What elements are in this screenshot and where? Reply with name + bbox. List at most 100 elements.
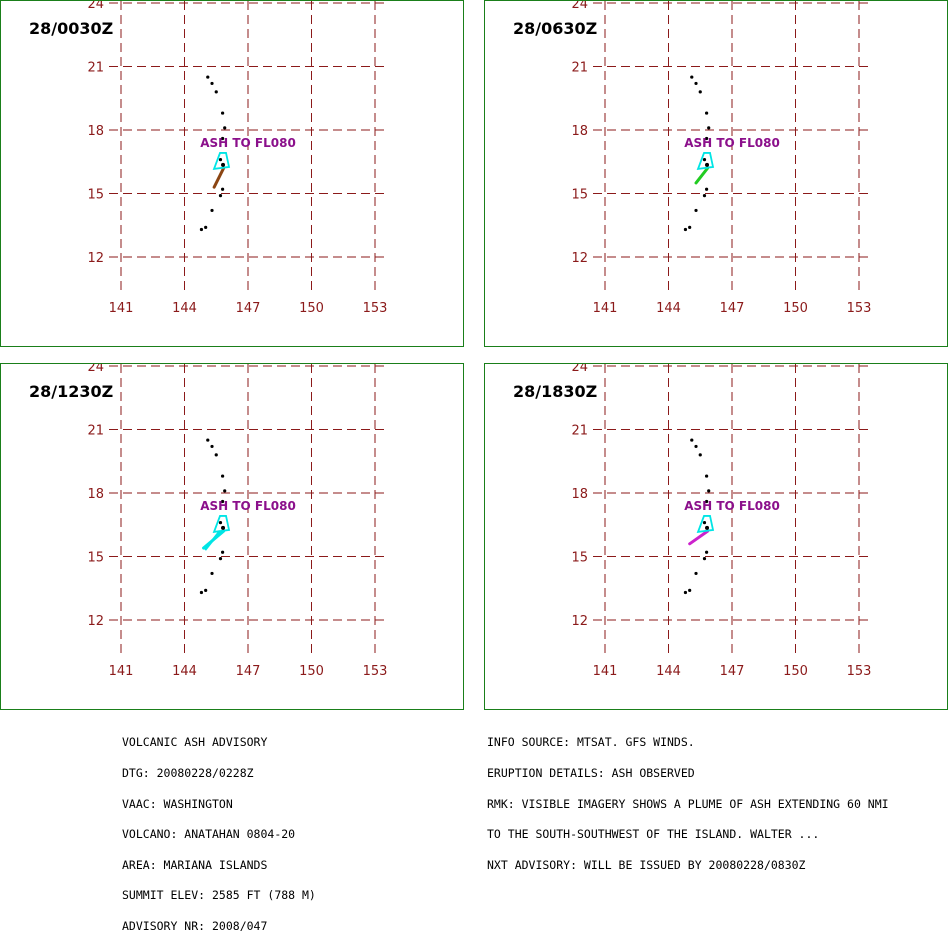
island-dot bbox=[221, 136, 225, 141]
island-dot bbox=[210, 208, 214, 213]
island-dot bbox=[223, 489, 227, 493]
latitude-tick-label: 12 bbox=[571, 251, 588, 266]
longitude-tick-label: 144 bbox=[656, 664, 681, 679]
longitude-tick-label: 147 bbox=[720, 301, 745, 316]
latitude-tick-label: 21 bbox=[571, 424, 588, 439]
island-dot bbox=[707, 126, 711, 130]
latitude-tick-label: 12 bbox=[571, 614, 588, 629]
island-dot bbox=[221, 187, 225, 191]
island-dot bbox=[683, 227, 688, 232]
longitude-tick-label: 141 bbox=[593, 301, 618, 316]
volcano-marker bbox=[705, 525, 710, 530]
island-dot bbox=[221, 550, 225, 554]
longitude-tick-label: 144 bbox=[656, 301, 681, 316]
longitude-tick-label: 141 bbox=[109, 301, 134, 316]
island-dot bbox=[223, 126, 227, 130]
map-panel-2: 141 144 147 150 153 24 21 18 15 12 ASH TO FL080 28… bbox=[484, 0, 948, 347]
island-dot bbox=[683, 590, 688, 595]
island-dot bbox=[221, 474, 225, 478]
island-dot bbox=[206, 75, 210, 79]
longitude-tick-label: 141 bbox=[593, 664, 618, 679]
advisory-line: AREA: MARIANA ISLANDS bbox=[122, 857, 268, 872]
latitude-tick-label: 18 bbox=[571, 124, 588, 139]
map-panel-4: 141 144 147 150 153 24 21 18 15 12 ASH TO FL080 28… bbox=[484, 363, 948, 710]
advisory-line: SUMMIT ELEV: 2585 FT (788 M) bbox=[122, 888, 316, 903]
advisory-right-text: INFO SOURCE: MTSAT. GFS WINDS. ERUPTION … bbox=[487, 717, 889, 880]
island-dot bbox=[204, 225, 208, 229]
observed-ash-extension bbox=[204, 530, 222, 551]
island-dot bbox=[199, 227, 204, 232]
island-dot bbox=[210, 81, 214, 86]
island-dot bbox=[694, 571, 698, 576]
advisory-line: NXT ADVISORY: WILL BE ISSUED BY 20080228… bbox=[487, 857, 806, 872]
map-canvas: 141 144 147 150 153 24 21 18 15 12 ASH TO FL080 bbox=[87, 1, 388, 316]
longitude-tick-label: 153 bbox=[363, 664, 388, 679]
island-dot bbox=[210, 444, 214, 449]
longitude-tick-label: 150 bbox=[299, 664, 324, 679]
panel-time-label: 28/0030Z bbox=[29, 19, 114, 38]
advisory-line: VOLCANIC ASH ADVISORY bbox=[122, 735, 268, 750]
island-dot bbox=[218, 158, 223, 162]
longitude-tick-label: 153 bbox=[363, 301, 388, 316]
volcano-marker bbox=[221, 162, 226, 167]
ash-altitude-label: ASH TO FL080 bbox=[684, 499, 780, 513]
longitude-tick-label: 153 bbox=[847, 664, 872, 679]
forecast-plume bbox=[212, 166, 226, 189]
island-dot bbox=[199, 590, 204, 595]
ash-altitude-label: ASH TO FL080 bbox=[684, 136, 780, 150]
island-dot bbox=[206, 438, 210, 442]
map-panel-3: 141 144 147 150 153 24 21 18 15 12 ASH TO FL080 28… bbox=[0, 363, 464, 710]
island-dot bbox=[702, 194, 707, 198]
latitude-tick-label: 21 bbox=[87, 424, 104, 439]
map-panel-1: 141 144 147 150 153 24 21 18 15 12 ASH TO FL080 28… bbox=[0, 0, 464, 347]
island-dot bbox=[705, 187, 709, 191]
latitude-tick-label: 15 bbox=[571, 188, 588, 203]
ash-altitude-label: ASH TO FL080 bbox=[200, 136, 296, 150]
map-canvas: 141 144 147 150 153 24 21 18 15 12 ASH TO FL080 bbox=[571, 1, 872, 316]
longitude-tick-label: 147 bbox=[236, 664, 261, 679]
observed-ash-area bbox=[696, 152, 715, 171]
longitude-tick-label: 150 bbox=[783, 301, 808, 316]
advisory-left-text: VOLCANIC ASH ADVISORY DTG: 20080228/0228… bbox=[122, 717, 316, 941]
island-dot bbox=[698, 453, 702, 457]
island-dot bbox=[694, 444, 698, 449]
map-canvas: 141 144 147 150 153 24 21 18 15 12 ASH TO FL080 bbox=[87, 364, 388, 679]
longitude-tick-label: 147 bbox=[236, 301, 261, 316]
panel-time-label: 28/1830Z bbox=[513, 382, 598, 401]
latitude-tick-label: 15 bbox=[87, 188, 104, 203]
panel-time-label: 28/0630Z bbox=[513, 19, 598, 38]
longitude-tick-label: 144 bbox=[172, 301, 197, 316]
island-dot bbox=[210, 571, 214, 576]
island-dot bbox=[688, 588, 692, 592]
advisory-line: ERUPTION DETAILS: ASH OBSERVED bbox=[487, 766, 695, 780]
island-dot bbox=[694, 208, 698, 213]
island-dot bbox=[221, 111, 225, 115]
ash-altitude-label: ASH TO FL080 bbox=[200, 499, 296, 513]
latitude-tick-label: 18 bbox=[87, 124, 104, 139]
advisory-line: DTG: 20080228/0228Z bbox=[122, 766, 254, 780]
forecast-plume bbox=[694, 166, 710, 185]
island-dot bbox=[705, 499, 709, 504]
panel-time-label: 28/1230Z bbox=[29, 382, 114, 401]
advisory-line: INFO SOURCE: MTSAT. GFS WINDS. bbox=[487, 735, 695, 750]
island-dot bbox=[690, 75, 694, 79]
longitude-tick-label: 150 bbox=[783, 664, 808, 679]
advisory-line: VAAC: WASHINGTON bbox=[122, 796, 233, 811]
observed-ash-area bbox=[212, 515, 231, 534]
island-dot bbox=[702, 557, 707, 561]
longitude-tick-label: 153 bbox=[847, 301, 872, 316]
volcano-marker bbox=[221, 525, 226, 530]
advisory-line: TO THE SOUTH-SOUTHWEST OF THE ISLAND. WA… bbox=[487, 827, 820, 842]
island-dot bbox=[707, 489, 711, 493]
forecast-plume bbox=[688, 529, 710, 546]
island-dot bbox=[688, 225, 692, 229]
island-dot bbox=[214, 453, 218, 457]
latitude-tick-label: 21 bbox=[571, 61, 588, 76]
island-dot bbox=[204, 588, 208, 592]
map-canvas: 141 144 147 150 153 24 21 18 15 12 ASH TO FL080 bbox=[571, 364, 872, 679]
latitude-tick-label: 18 bbox=[87, 487, 104, 502]
latitude-tick-label: 24 bbox=[571, 364, 588, 375]
latitude-tick-label: 24 bbox=[571, 1, 588, 12]
island-dot bbox=[214, 90, 218, 94]
island-dot bbox=[218, 521, 223, 525]
